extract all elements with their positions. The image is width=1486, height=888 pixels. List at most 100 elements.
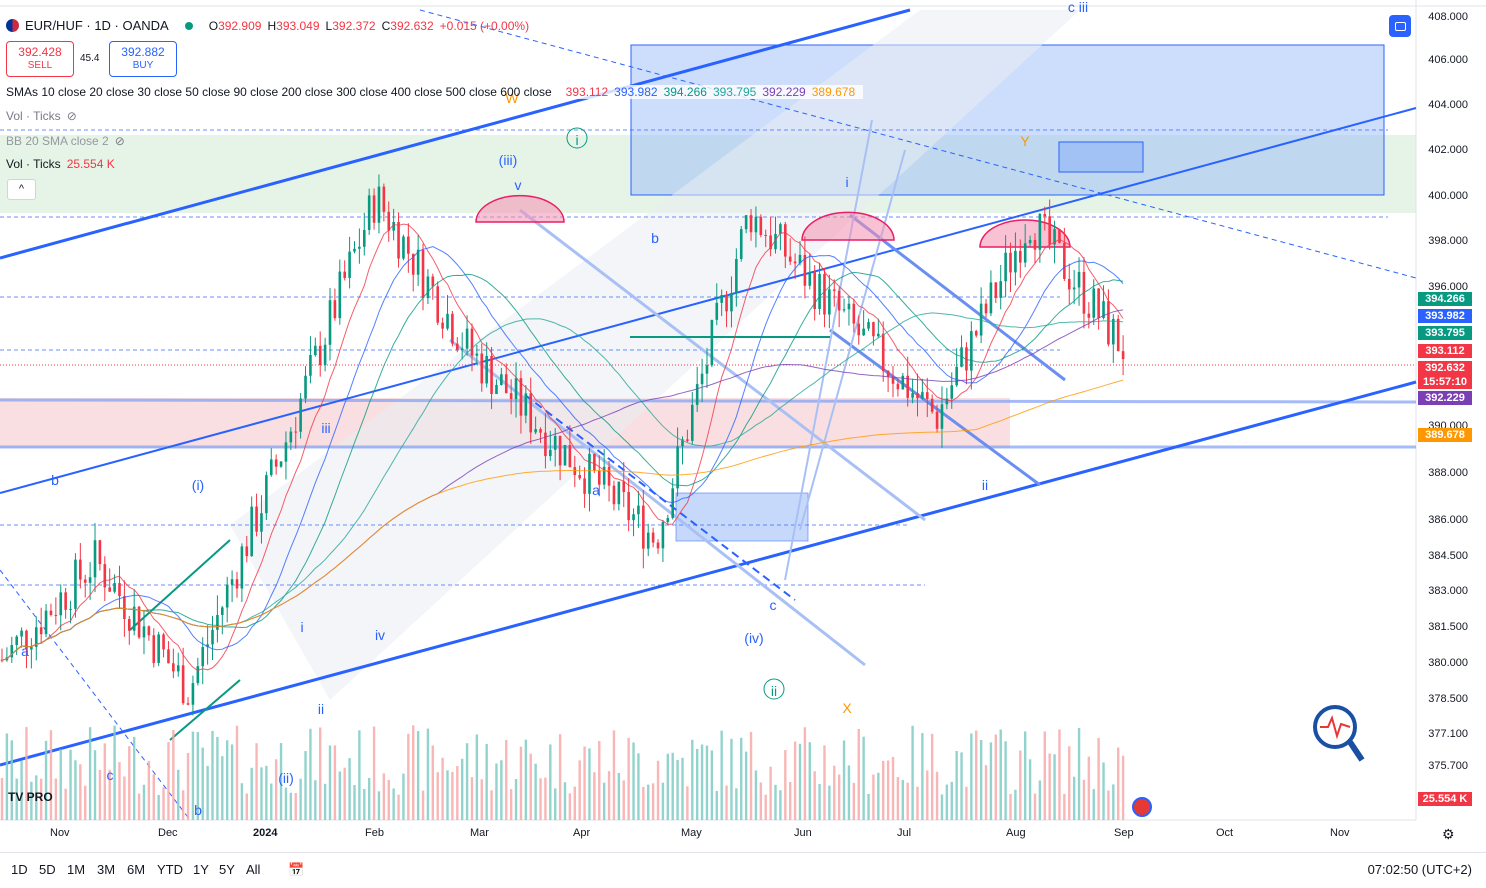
vol-legend[interactable]: Vol · Ticks 25.554 K: [6, 157, 115, 171]
candle-body: [960, 347, 963, 367]
volume-bar: [808, 742, 811, 820]
volume-bar: [250, 767, 253, 820]
volume-bar: [691, 739, 694, 820]
candle-body: [686, 439, 689, 441]
volume-bar: [955, 751, 958, 820]
event-marker-icon: [1132, 797, 1152, 817]
volume-bar: [377, 791, 381, 820]
candle-body: [896, 383, 900, 390]
sma-value: 393.112: [565, 85, 609, 99]
candle-body: [568, 445, 572, 468]
close-label: C: [381, 18, 391, 33]
sell-price: 392.428: [18, 45, 62, 59]
candle-body: [196, 666, 200, 684]
candle-body: [925, 392, 929, 399]
volume-bar: [901, 780, 904, 820]
candle-body: [362, 229, 366, 247]
timeframe-button[interactable]: 1D: [11, 862, 28, 877]
timeframe-button[interactable]: YTD: [157, 862, 183, 877]
volume-bar: [265, 765, 268, 820]
volume-bar: [554, 788, 557, 820]
bb-legend[interactable]: BB 20 SMA close 2 ⊘: [6, 134, 125, 148]
timeframe-button[interactable]: 1M: [67, 862, 86, 877]
candle-body: [715, 302, 719, 320]
timeframe-button[interactable]: 1Y: [193, 862, 209, 877]
volume-bar: [754, 770, 758, 820]
volume-bar: [661, 782, 665, 820]
timeframe-button[interactable]: 3M: [97, 862, 116, 877]
volume-bar: [235, 725, 239, 820]
wave-label: v: [515, 177, 522, 193]
volume-bar: [1087, 756, 1091, 820]
time-tick-label: Oct: [1216, 827, 1234, 839]
volume-bar: [749, 731, 753, 820]
candle-body: [304, 375, 307, 399]
candle-body: [64, 592, 67, 610]
tradingview-logo[interactable]: TV PRO: [8, 790, 53, 804]
timeframe-button[interactable]: 6M: [127, 862, 146, 877]
sma-value: 393.795: [712, 85, 757, 99]
candle-body: [999, 281, 1003, 298]
candle-body: [127, 619, 131, 631]
volume-bar: [177, 769, 180, 820]
candle-body: [167, 649, 170, 664]
buy-button[interactable]: 392.882 BUY: [109, 41, 177, 77]
volume-bar: [1121, 755, 1125, 820]
sell-button[interactable]: 392.428 SELL: [6, 41, 74, 77]
timeframe-button[interactable]: All: [246, 862, 261, 877]
timeframe-button[interactable]: 5Y: [219, 862, 235, 877]
volume-bar: [1043, 731, 1046, 820]
candle-body: [1077, 271, 1081, 288]
collapse-legend-button[interactable]: ^: [7, 179, 36, 200]
hidden-eye-icon[interactable]: ⊘: [66, 109, 77, 123]
object-tree-button[interactable]: [1389, 15, 1411, 37]
volume-bar: [392, 788, 395, 820]
volume-bar: [147, 760, 151, 820]
candle-body: [676, 446, 679, 489]
vol-value: 25.554 K: [66, 157, 115, 171]
settings-gear-icon[interactable]: ⚙: [1442, 826, 1455, 842]
wave-label: a: [592, 482, 600, 498]
volume-bar: [1082, 779, 1086, 820]
volume-bar: [828, 785, 831, 820]
volume-bar: [558, 734, 562, 820]
candle-body: [279, 461, 283, 467]
volume-bar: [945, 784, 949, 820]
volume-bar: [960, 752, 963, 820]
candle-body: [318, 345, 322, 365]
mid-trendline: [0, 107, 1417, 494]
buy-label: BUY: [132, 60, 154, 71]
volume-bar: [617, 772, 621, 820]
candle-body: [25, 630, 28, 650]
volume-bar: [867, 793, 870, 820]
volume-bar: [402, 773, 405, 820]
volume-bar: [505, 739, 508, 820]
clock[interactable]: 07:02:50 (UTC+2): [1367, 862, 1472, 877]
candle-body: [593, 453, 596, 471]
candle-body: [181, 665, 185, 704]
sma-legend[interactable]: SMAs 10 close 20 close 30 close 50 close…: [6, 85, 869, 99]
candle-body: [583, 478, 586, 494]
timeframe-button[interactable]: 5D: [39, 862, 56, 877]
hidden-eye-icon[interactable]: ⊘: [114, 134, 125, 148]
date-range-calendar-icon[interactable]: 📅: [288, 862, 305, 877]
price-tick-label: 398.000: [1428, 235, 1468, 247]
candle-body: [1043, 213, 1047, 217]
price-tick-label: 381.500: [1428, 621, 1468, 633]
symbol-title[interactable]: EUR/HUF · 1D · OANDA: [25, 18, 169, 33]
sma-line: [1, 245, 1124, 661]
candle-body: [514, 378, 518, 400]
close-value: 392.632: [390, 18, 434, 33]
candle-body: [176, 665, 180, 672]
candle-body: [265, 475, 268, 514]
candle-body: [1102, 301, 1105, 319]
candle-body: [989, 282, 993, 314]
vol-hidden-legend[interactable]: Vol · Ticks ⊘: [6, 109, 77, 123]
candle-body: [328, 300, 332, 345]
volume-bar: [323, 783, 327, 820]
volume-bar: [671, 752, 674, 820]
candle-body: [348, 251, 351, 278]
candle-body: [338, 271, 342, 319]
candle-body: [730, 293, 733, 312]
